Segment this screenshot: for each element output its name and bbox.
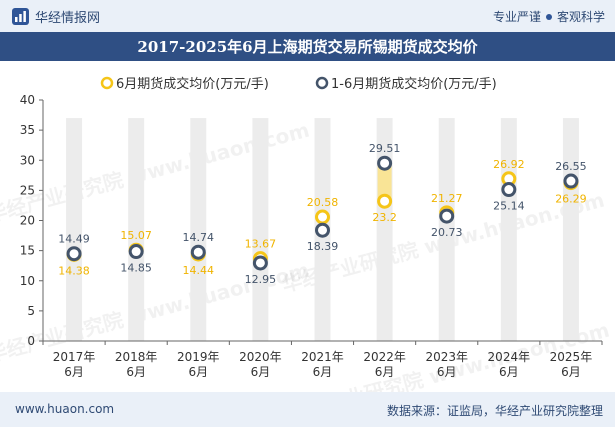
series2-point bbox=[315, 222, 330, 238]
slogan-dot-icon bbox=[545, 13, 552, 20]
series2-point bbox=[439, 208, 455, 224]
footer: www.huaon.com 数据来源：证监局，华经产业研究院整理 bbox=[0, 392, 615, 427]
series1-data-label: 14.38 bbox=[58, 264, 90, 277]
series2-point bbox=[66, 246, 82, 262]
series2-data-label: 25.14 bbox=[493, 200, 525, 213]
top-header: 华经情报网 专业严谨 客观科学 bbox=[0, 0, 615, 32]
series2-data-label: 12.95 bbox=[245, 273, 277, 286]
series2-data-label: 26.55 bbox=[555, 160, 587, 173]
column-band bbox=[562, 118, 579, 341]
series1-point bbox=[377, 193, 393, 209]
series2-data-label: 20.73 bbox=[431, 226, 463, 239]
brand-name: 华经情报网 bbox=[35, 10, 101, 26]
series1-data-label: 20.58 bbox=[307, 196, 339, 209]
series1-data-label: 15.07 bbox=[120, 229, 152, 242]
y-tick-label: 40 bbox=[20, 93, 35, 107]
x-tick-label: 2025年 6月 bbox=[550, 350, 593, 379]
series2-point bbox=[190, 244, 206, 260]
column-band bbox=[500, 118, 517, 341]
series2-data-label: 29.51 bbox=[369, 142, 401, 155]
series2-point bbox=[501, 182, 517, 198]
x-tick-label: 2021年 6月 bbox=[301, 350, 344, 379]
x-tick-label: 2018年 6月 bbox=[115, 350, 158, 379]
x-tick-label: 2017年 6月 bbox=[53, 350, 96, 379]
series2-data-label: 14.49 bbox=[58, 233, 90, 246]
y-tick-label: 5 bbox=[27, 304, 35, 318]
legend-series2-marker bbox=[315, 76, 329, 90]
series2-point bbox=[128, 244, 144, 260]
column-band bbox=[66, 118, 83, 341]
series1-data-label: 26.92 bbox=[493, 158, 525, 171]
legend-series1-marker bbox=[100, 76, 114, 90]
slogan-left: 专业严谨 bbox=[492, 10, 541, 24]
column-band bbox=[252, 118, 269, 341]
column-band bbox=[128, 118, 145, 341]
series2-data-label: 18.39 bbox=[307, 240, 339, 253]
series2-point bbox=[252, 255, 268, 271]
x-tick-label: 2020年 6月 bbox=[239, 350, 282, 379]
slogan: 专业严谨 客观科学 bbox=[493, 8, 605, 25]
legend-series1-label: 6月期货成交均价(万元/手) bbox=[116, 76, 269, 92]
footer-website: www.huaon.com bbox=[15, 402, 115, 416]
x-tick-label: 2019年 6月 bbox=[177, 350, 220, 379]
series1-data-label: 26.29 bbox=[555, 193, 587, 206]
y-tick-label: 10 bbox=[20, 274, 35, 288]
column-band bbox=[190, 118, 207, 341]
chart-title: 2017-2025年6月上海期货交易所锡期货成交均价 bbox=[0, 32, 615, 61]
y-tick-label: 35 bbox=[20, 123, 35, 137]
y-tick-label: 25 bbox=[20, 183, 35, 197]
y-tick-label: 15 bbox=[20, 244, 35, 258]
series2-point bbox=[377, 155, 393, 171]
slogan-right: 客观科学 bbox=[556, 10, 605, 24]
series1-data-label: 14.44 bbox=[183, 264, 215, 277]
brand-logo-icon bbox=[12, 7, 29, 25]
series2-data-label: 14.74 bbox=[183, 231, 215, 244]
series2-point bbox=[563, 173, 579, 189]
series2-data-label: 14.85 bbox=[120, 262, 152, 275]
range-band bbox=[377, 163, 392, 202]
brand: 华经情报网 bbox=[12, 7, 101, 26]
series1-data-label: 21.27 bbox=[431, 192, 463, 205]
y-tick-label: 0 bbox=[27, 334, 35, 348]
x-tick-label: 2022年 6月 bbox=[363, 350, 406, 379]
y-tick-label: 20 bbox=[20, 214, 35, 228]
x-tick-label: 2024年 6月 bbox=[488, 350, 531, 379]
column-band bbox=[438, 118, 455, 341]
x-tick-label: 2023年 6月 bbox=[425, 350, 468, 379]
legend-series2-label: 1-6月期货成交均价(万元/手) bbox=[331, 76, 497, 92]
series1-data-label: 23.2 bbox=[372, 211, 397, 224]
footer-source: 数据来源：证监局，华经产业研究院整理 bbox=[386, 404, 603, 418]
y-tick-label: 30 bbox=[20, 153, 35, 167]
series1-point bbox=[315, 209, 330, 225]
series1-data-label: 13.67 bbox=[245, 238, 277, 251]
